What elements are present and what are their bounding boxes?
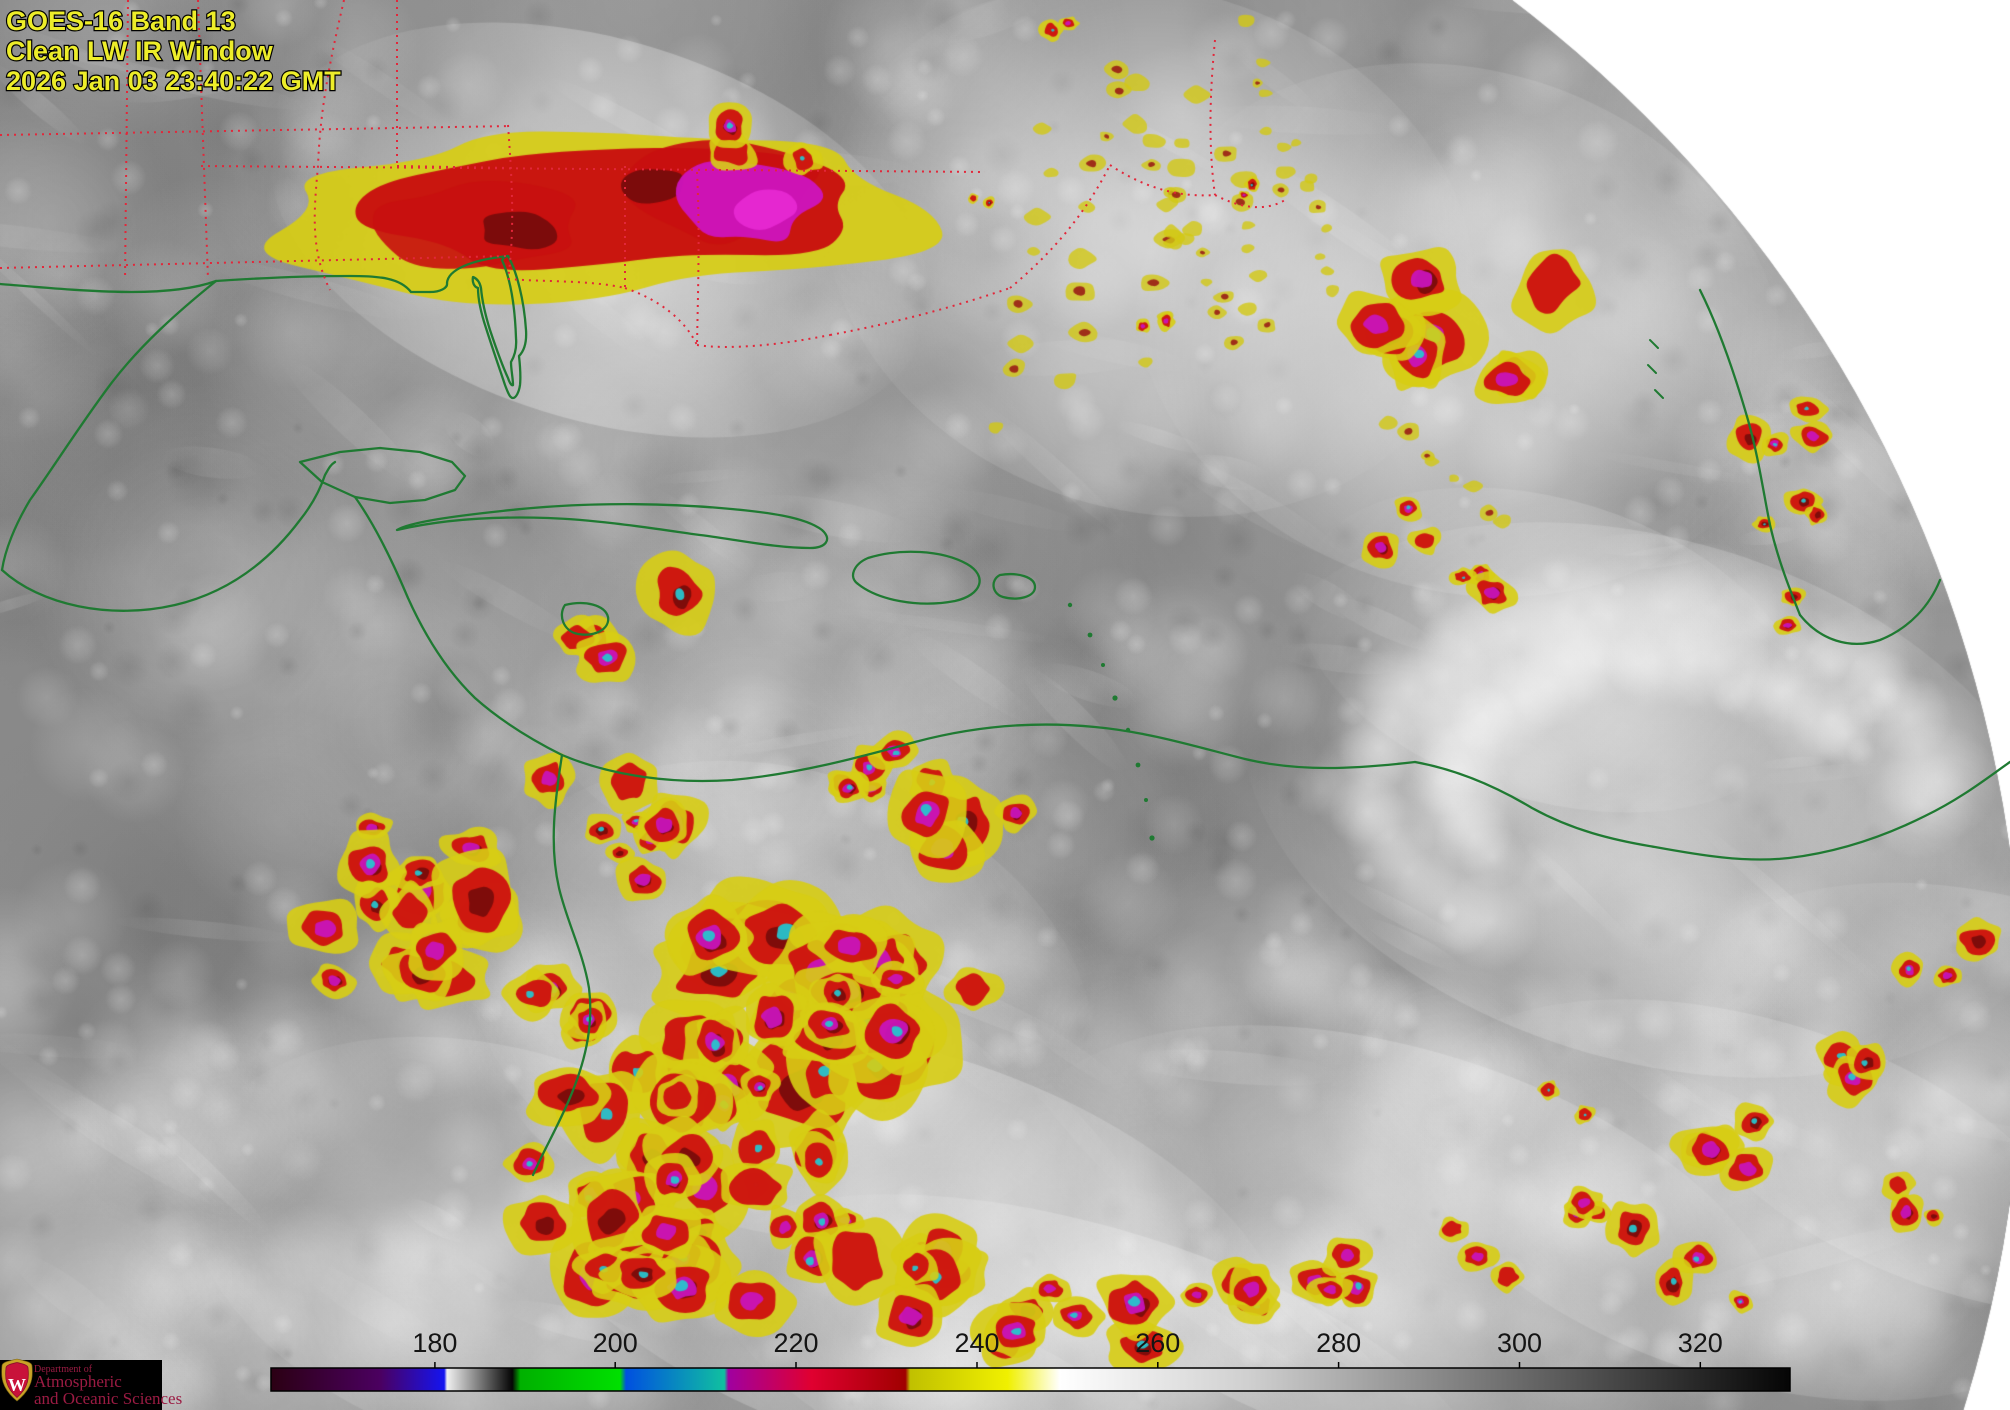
svg-text:GOES-16 Band 13: GOES-16 Band 13	[6, 6, 236, 36]
svg-text:180: 180	[412, 1328, 457, 1358]
svg-text:200: 200	[593, 1328, 638, 1358]
svg-text:and Oceanic Sciences: and Oceanic Sciences	[34, 1389, 182, 1408]
svg-text:220: 220	[773, 1328, 818, 1358]
svg-text:Clean LW IR Window: Clean LW IR Window	[6, 36, 274, 66]
svg-text:W: W	[8, 1375, 26, 1395]
svg-text:240: 240	[954, 1328, 999, 1358]
svg-text:320: 320	[1678, 1328, 1723, 1358]
svg-text:260: 260	[1135, 1328, 1180, 1358]
svg-text:300: 300	[1497, 1328, 1542, 1358]
svg-text:280: 280	[1316, 1328, 1361, 1358]
svg-text:2026 Jan 03 23:40:22 GMT: 2026 Jan 03 23:40:22 GMT	[6, 66, 341, 96]
